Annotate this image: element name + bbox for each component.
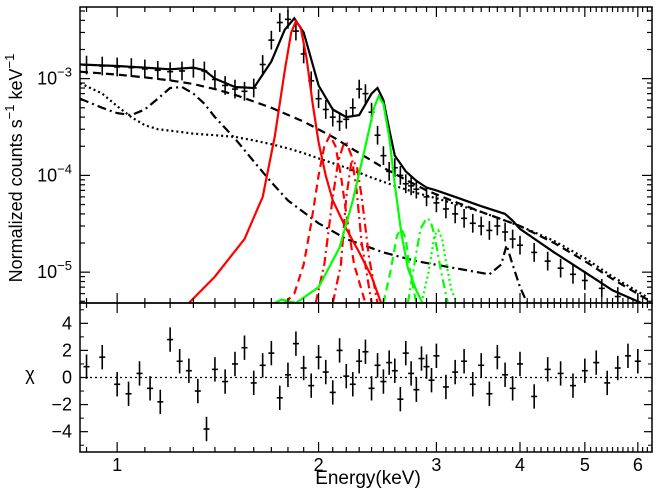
x-tick-label: 4 <box>515 455 525 475</box>
x-tick-label: 6 <box>633 455 643 475</box>
series-continuum-dotted <box>80 82 648 299</box>
x-tick-label: 3 <box>431 455 441 475</box>
top-frame <box>79 6 653 304</box>
top-panel: 10−3 10−4 10−5 <box>37 6 653 304</box>
x-tick-label: 5 <box>580 455 590 475</box>
x-axis-label: Energy(keV) <box>315 468 421 489</box>
chi-tick-label: 0 <box>62 368 72 388</box>
series-total-model <box>80 16 645 303</box>
chi-label: χ <box>25 364 35 384</box>
chi-tick-label: 4 <box>62 313 72 333</box>
series-green-line-dashed <box>382 226 418 303</box>
series-green-line-solid <box>274 93 424 303</box>
series-dash-dot-component <box>80 85 529 303</box>
y-tick-label: 10−4 <box>37 161 72 185</box>
x-tick-label: 1 <box>112 455 122 475</box>
chi-tick-label: 2 <box>62 340 72 360</box>
series-green-line-dash-dot <box>406 216 449 303</box>
series-green-line-dotted <box>420 228 459 303</box>
y-axis-label: Normalized counts s−1 keV−1 <box>2 54 26 283</box>
y-tick-label: 10−5 <box>37 258 72 282</box>
residual-panel: 1 2 3 4 5 6 −4 −2 0 2 4 <box>51 302 653 475</box>
chi-tick-label: −2 <box>51 395 72 415</box>
series-continuum-dashed <box>80 70 648 301</box>
y-tick-label: 10−3 <box>37 65 72 89</box>
series-red-line-dash-dot-2 <box>331 159 379 303</box>
chi-tick-label: −4 <box>51 422 72 442</box>
x-tick-label: 2 <box>314 455 324 475</box>
